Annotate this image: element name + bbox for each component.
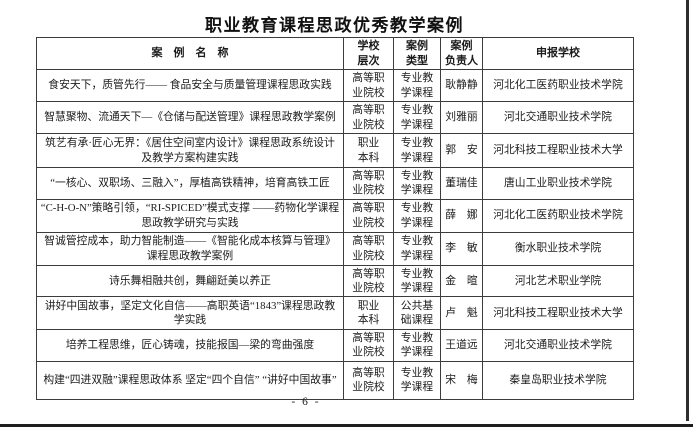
case-name-cell: 筑艺有承·匠心无界：《居住空间室内设计》课程思政系统设计及教学方案构建实践 [36,133,344,169]
case-type-cell: 专业教 学课程 [393,264,441,298]
case-leader-cell: 卢 魁 [440,296,483,331]
school-level-cell: 高等职 业院校 [343,264,394,298]
applying-school-cell: 秦皇岛职业技术学院 [482,360,634,400]
page-title: 职业教育课程思政优秀教学案例 [205,16,464,35]
case-name-cell: 讲好中国故事，坚定文化自信——高职英语“1843”课程思政教学实践 [36,296,344,331]
case-name-cell: 培养工程思维，匠心铸魂，技能报国—梁的弯曲强度 [36,329,344,362]
case-name-cell: 智慧聚物、流通天下—《仓储与配送管理》课程思政教学案例 [36,101,344,135]
cases-table: 案 例 名 称 学校 层次 案例 类型 案例 负责人 申报学校 食安天下，质管先… [36,36,634,400]
table-header-row: 案 例 名 称 学校 层次 案例 类型 案例 负责人 申报学校 [36,36,634,71]
case-leader-cell: 宋 梅 [440,360,483,400]
case-leader-cell: 耿静静 [440,69,483,103]
case-type-cell: 专业教 学课程 [393,198,441,233]
school-level-cell: 职业 本科 [343,133,394,169]
col-header-applying-school: 申报学校 [482,36,634,71]
case-name-cell: “一核心、双职场、三融入”，厚植高铁精神，培育高铁工匠 [36,167,344,200]
school-level-cell: 高等职 业院校 [343,360,394,400]
case-type-cell: 专业教 学课程 [393,69,441,103]
table-row: “C-H-O-N”策略引领，“RI-SPICED”模式支撑 ——药物化学课程思政… [36,198,634,233]
case-type-cell: 专业教 学课程 [393,360,441,400]
case-leader-cell: 郭 安 [440,133,483,169]
applying-school-cell: 河北交通职业技术学院 [482,329,634,362]
school-level-cell: 高等职 业院校 [343,198,394,233]
case-name-cell: 构建“四进双融”课程思政体系 坚定“四个自信” “讲好中国故事” [36,360,344,400]
applying-school-cell: 唐山工业职业技术学院 [482,167,634,200]
case-type-cell: 公共基 础课程 [393,296,441,331]
col-header-case-type: 案例 类型 [393,36,441,71]
applying-school-cell: 河北科技工程职业技术大学 [482,296,634,331]
case-type-cell: 专业教 学课程 [393,329,441,362]
table-row: 智慧聚物、流通天下—《仓储与配送管理》课程思政教学案例 高等职 业院校 专业教 … [36,101,634,135]
table-row: 讲好中国故事，坚定文化自信——高职英语“1843”课程思政教学实践 职业 本科 … [36,296,634,331]
case-type-cell: 专业教 学课程 [393,133,441,169]
table-row: 培养工程思维，匠心铸魂，技能报国—梁的弯曲强度 高等职 业院校 专业教 学课程 … [36,329,634,362]
case-type-cell: 专业教 学课程 [393,101,441,135]
scan-edge-bottom [0,424,693,427]
applying-school-cell: 河北化工医药职业技术学院 [482,69,634,103]
case-type-cell: 专业教 学课程 [393,167,441,200]
case-name-cell: 食安天下，质管先行—— 食品安全与质量管理课程思政实践 [36,69,344,103]
school-level-cell: 高等职 业院校 [343,329,394,362]
case-name-cell: 诗乐舞相融共创，舞翩跹美以养正 [36,264,344,298]
table-row: 筑艺有承·匠心无界：《居住空间室内设计》课程思政系统设计及教学方案构建实践 职业… [36,133,634,169]
school-level-cell: 高等职 业院校 [343,101,394,135]
applying-school-cell: 河北化工医药职业技术学院 [482,198,634,233]
table-row: 食安天下，质管先行—— 食品安全与质量管理课程思政实践 高等职 业院校 专业教 … [36,69,634,103]
applying-school-cell: 衡水职业技术学院 [482,231,634,266]
school-level-cell: 高等职 业院校 [343,167,394,200]
case-name-cell: 智诚管控成本，助力智能制造——《智能化成本核算与管理》课程思政教学案例 [36,231,344,266]
table-row: 诗乐舞相融共创，舞翩跹美以养正 高等职 业院校 专业教 学课程 金 暄 河北艺术… [36,264,634,298]
applying-school-cell: 河北艺术职业学院 [482,264,634,298]
table-row: 构建“四进双融”课程思政体系 坚定“四个自信” “讲好中国故事” 高等职 业院校… [36,360,634,400]
case-type-cell: 专业教 学课程 [393,231,441,266]
school-level-cell: 高等职 业院校 [343,231,394,266]
col-header-case-name: 案 例 名 称 [36,36,344,71]
case-leader-cell: 李 敏 [440,231,483,266]
table-row: “一核心、双职场、三融入”，厚植高铁精神，培育高铁工匠 高等职 业院校 专业教 … [36,167,634,200]
col-header-school-level: 学校 层次 [343,36,394,71]
applying-school-cell: 河北科技工程职业技术大学 [482,133,634,169]
case-leader-cell: 董瑞佳 [440,167,483,200]
applying-school-cell: 河北交通职业技术学院 [482,101,634,135]
case-name-cell: “C-H-O-N”策略引领，“RI-SPICED”模式支撑 ——药物化学课程思政… [36,198,344,233]
case-leader-cell: 薛 娜 [440,198,483,233]
case-leader-cell: 王道远 [440,329,483,362]
school-level-cell: 高等职 业院校 [343,69,394,103]
scan-edge-right [686,0,689,421]
case-leader-cell: 金 暄 [440,264,483,298]
table-row: 智诚管控成本，助力智能制造——《智能化成本核算与管理》课程思政教学案例 高等职 … [36,231,634,266]
case-leader-cell: 刘雅丽 [440,101,483,135]
page-number: - 6 - [291,396,321,408]
col-header-case-leader: 案例 负责人 [440,36,483,71]
school-level-cell: 职业 本科 [343,296,394,331]
